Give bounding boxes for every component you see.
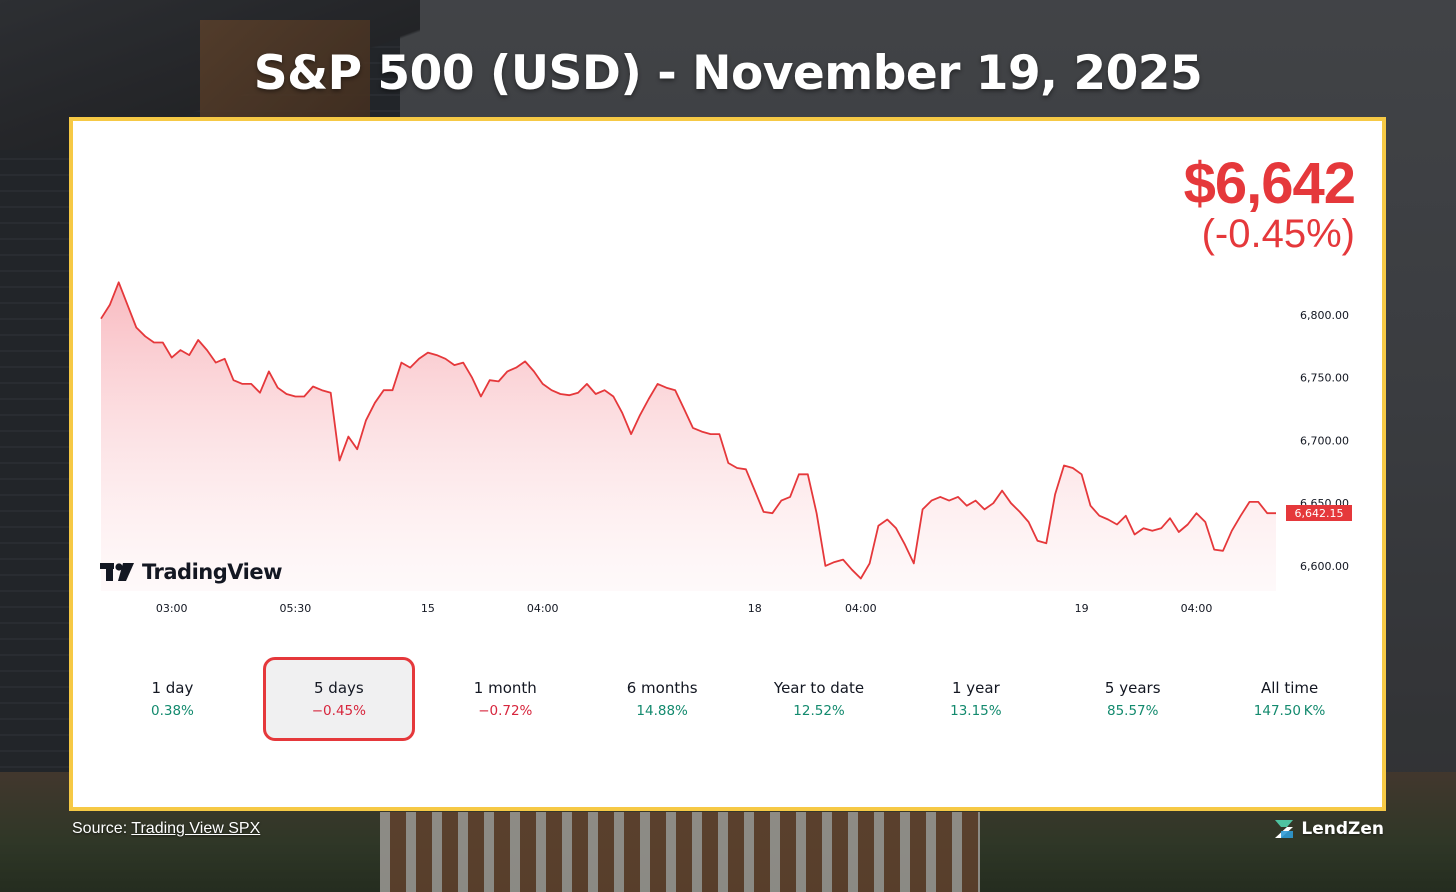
source-link[interactable]: Trading View SPX <box>131 820 261 837</box>
y-tick-label: 6,700.00 <box>1300 434 1349 447</box>
last-price-label: 6,642.15 <box>1295 507 1344 520</box>
y-tick-label: 6,800.00 <box>1300 309 1349 322</box>
range-option-5-years[interactable]: 5 years 85.57% <box>1054 657 1211 741</box>
x-tick-label: 15 <box>421 602 435 615</box>
x-tick-label: 04:00 <box>527 602 559 615</box>
x-tick-label: 05:30 <box>280 602 312 615</box>
source-note: Source: Trading View SPX <box>72 820 260 838</box>
range-label: Year to date <box>773 679 865 697</box>
range-value: 13.15% <box>950 703 1002 719</box>
x-tick-label: 04:00 <box>845 602 877 615</box>
range-option-1-year[interactable]: 1 year 13.15% <box>897 657 1054 741</box>
x-tick-label: 18 <box>748 602 762 615</box>
source-prefix: Source: <box>72 820 132 837</box>
lendzen-label: LendZen <box>1301 819 1384 839</box>
y-tick-label: 6,750.00 <box>1300 372 1349 385</box>
range-value: 14.88% <box>636 703 688 719</box>
range-label: 1 month <box>473 679 537 697</box>
range-value: 147.50 K% <box>1253 703 1326 719</box>
tradingview-logo: TradingView <box>100 560 282 584</box>
y-tick-label: 6,600.00 <box>1300 560 1349 573</box>
lendzen-logo: LendZen <box>1273 818 1384 840</box>
range-value: 12.52% <box>793 703 845 719</box>
range-value: 0.38% <box>150 703 194 719</box>
range-label: 6 months <box>626 679 698 697</box>
range-value: −0.45% <box>311 703 366 719</box>
page-title: S&P 500 (USD) - November 19, 2025 <box>253 46 1203 101</box>
x-tick-label: 19 <box>1075 602 1089 615</box>
range-option-1-month[interactable]: 1 month −0.72% <box>427 657 584 741</box>
range-option-1-day[interactable]: 1 day 0.38% <box>94 657 251 741</box>
tradingview-icon <box>100 563 134 581</box>
range-label: 1 day <box>151 679 194 697</box>
x-tick-label: 04:00 <box>1181 602 1213 615</box>
range-label: 1 year <box>951 679 1000 697</box>
range-label: 5 years <box>1104 679 1161 697</box>
tradingview-label: TradingView <box>142 560 282 584</box>
price-change: (-0.45%) <box>1201 212 1355 256</box>
price-area <box>101 282 1276 591</box>
range-value: 85.57% <box>1106 703 1159 719</box>
range-label: 5 days <box>314 679 364 697</box>
price-chart: 6,600.006,650.006,700.006,750.006,800.00… <box>100 281 1352 615</box>
last-price-marker: 6,642.15 <box>1286 505 1352 521</box>
x-tick-label: 03:00 <box>156 602 188 615</box>
range-label: All time <box>1260 679 1319 697</box>
price-summary: $6,642 (-0.45%) <box>1183 151 1356 256</box>
range-option-all-time[interactable]: All time 147.50 K% <box>1211 657 1368 741</box>
range-option-5-days[interactable]: 5 days −0.45% <box>262 657 415 741</box>
range-option-year-to-date[interactable]: Year to date 12.52% <box>741 657 898 741</box>
range-value: −0.72% <box>478 703 533 719</box>
chart-panel: 6,600.00 6,650.00 6,700.00 6,750.00 6,800.00… <box>69 117 1386 811</box>
current-price: $6,642 <box>1183 151 1356 216</box>
range-option-6-months[interactable]: 6 months 14.88% <box>584 657 741 741</box>
lendzen-icon <box>1275 820 1294 838</box>
price-line <box>100 281 1276 580</box>
range-selector: 1 day 0.38% 5 days −0.45% 1 month −0.72% 6 mon… <box>94 657 1368 741</box>
